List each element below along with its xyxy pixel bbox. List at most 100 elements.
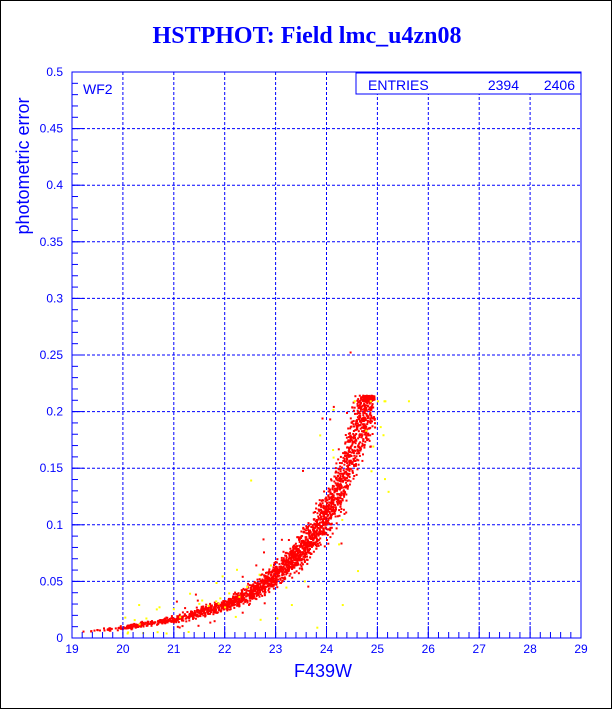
data-point xyxy=(340,466,343,469)
data-point xyxy=(343,463,346,466)
data-point xyxy=(183,614,186,617)
data-point xyxy=(213,620,216,623)
data-point-secondary xyxy=(332,449,335,451)
data-point xyxy=(327,521,330,524)
data-point xyxy=(366,428,369,431)
data-point xyxy=(350,425,353,428)
data-point xyxy=(334,510,337,513)
data-point xyxy=(332,501,335,504)
data-point xyxy=(114,627,117,630)
data-point xyxy=(142,625,145,628)
tick-labels: 19 20 21 22 23 24 25 26 27 28 29 0 0.05 0.1 0.15 0.2 0.2… xyxy=(40,65,588,656)
data-point xyxy=(264,589,266,592)
data-point xyxy=(352,477,355,480)
data-point xyxy=(238,604,241,607)
data-point xyxy=(150,624,153,627)
data-point xyxy=(349,461,352,464)
data-point xyxy=(349,435,352,438)
data-point xyxy=(310,526,313,529)
data-point xyxy=(276,558,279,561)
data-point xyxy=(363,446,366,449)
data-point xyxy=(371,425,374,428)
data-point xyxy=(173,618,176,621)
data-point xyxy=(353,437,356,440)
data-point xyxy=(348,454,351,457)
data-point xyxy=(321,417,324,420)
data-point xyxy=(262,587,265,590)
data-point xyxy=(323,510,326,513)
data-point xyxy=(267,589,270,592)
data-point xyxy=(323,511,326,514)
data-point xyxy=(300,543,302,546)
data-point xyxy=(358,418,361,421)
data-point xyxy=(267,573,270,576)
data-point-secondary xyxy=(407,400,410,403)
data-point xyxy=(368,420,371,423)
data-point xyxy=(363,425,365,428)
data-point xyxy=(332,405,335,408)
data-point xyxy=(242,598,245,600)
data-point xyxy=(358,434,361,437)
data-point xyxy=(347,455,350,458)
data-point xyxy=(368,399,371,402)
data-point xyxy=(288,564,290,567)
data-point xyxy=(307,526,310,528)
data-point xyxy=(342,476,345,479)
data-point xyxy=(193,612,196,615)
data-point xyxy=(185,614,188,617)
data-point xyxy=(226,608,229,611)
data-point xyxy=(264,582,266,585)
data-point xyxy=(334,471,337,474)
data-point-secondary xyxy=(290,604,293,607)
data-point xyxy=(357,449,360,452)
data-point xyxy=(339,497,342,500)
data-point xyxy=(298,544,301,547)
data-point xyxy=(349,459,352,462)
data-point xyxy=(350,451,353,454)
data-point xyxy=(326,534,329,536)
data-point xyxy=(238,602,241,605)
data-point xyxy=(294,563,297,566)
data-point xyxy=(305,542,308,545)
data-point xyxy=(274,570,277,572)
data-point xyxy=(367,438,370,441)
data-point xyxy=(317,508,320,511)
data-point xyxy=(360,445,363,448)
data-point xyxy=(181,625,184,628)
data-point xyxy=(337,484,340,487)
data-point xyxy=(246,601,249,604)
data-point xyxy=(282,559,285,562)
data-point xyxy=(302,551,305,554)
data-point xyxy=(220,606,223,609)
data-point xyxy=(281,574,284,576)
data-point xyxy=(205,603,208,606)
data-point xyxy=(263,586,266,588)
data-point xyxy=(268,587,271,590)
data-point xyxy=(343,459,346,462)
data-point xyxy=(363,407,366,410)
data-point xyxy=(302,544,305,547)
data-point xyxy=(348,446,351,449)
data-point xyxy=(336,479,339,482)
data-point xyxy=(166,616,169,619)
data-point xyxy=(280,538,283,541)
data-point xyxy=(363,412,366,414)
data-point xyxy=(271,571,274,574)
data-point xyxy=(261,587,263,590)
data-point xyxy=(349,417,352,420)
data-point xyxy=(338,462,341,464)
data-point-secondary xyxy=(259,618,262,621)
data-point xyxy=(272,587,275,590)
data-point xyxy=(307,545,310,548)
data-point xyxy=(248,603,250,606)
data-point xyxy=(356,422,359,425)
data-point xyxy=(226,603,229,606)
data-point xyxy=(344,452,347,455)
data-point xyxy=(285,554,288,557)
data-point xyxy=(324,521,327,524)
data-point xyxy=(203,607,205,610)
data-point xyxy=(355,433,358,435)
data-point xyxy=(306,546,309,549)
data-point xyxy=(304,548,307,550)
data-point xyxy=(336,496,339,499)
